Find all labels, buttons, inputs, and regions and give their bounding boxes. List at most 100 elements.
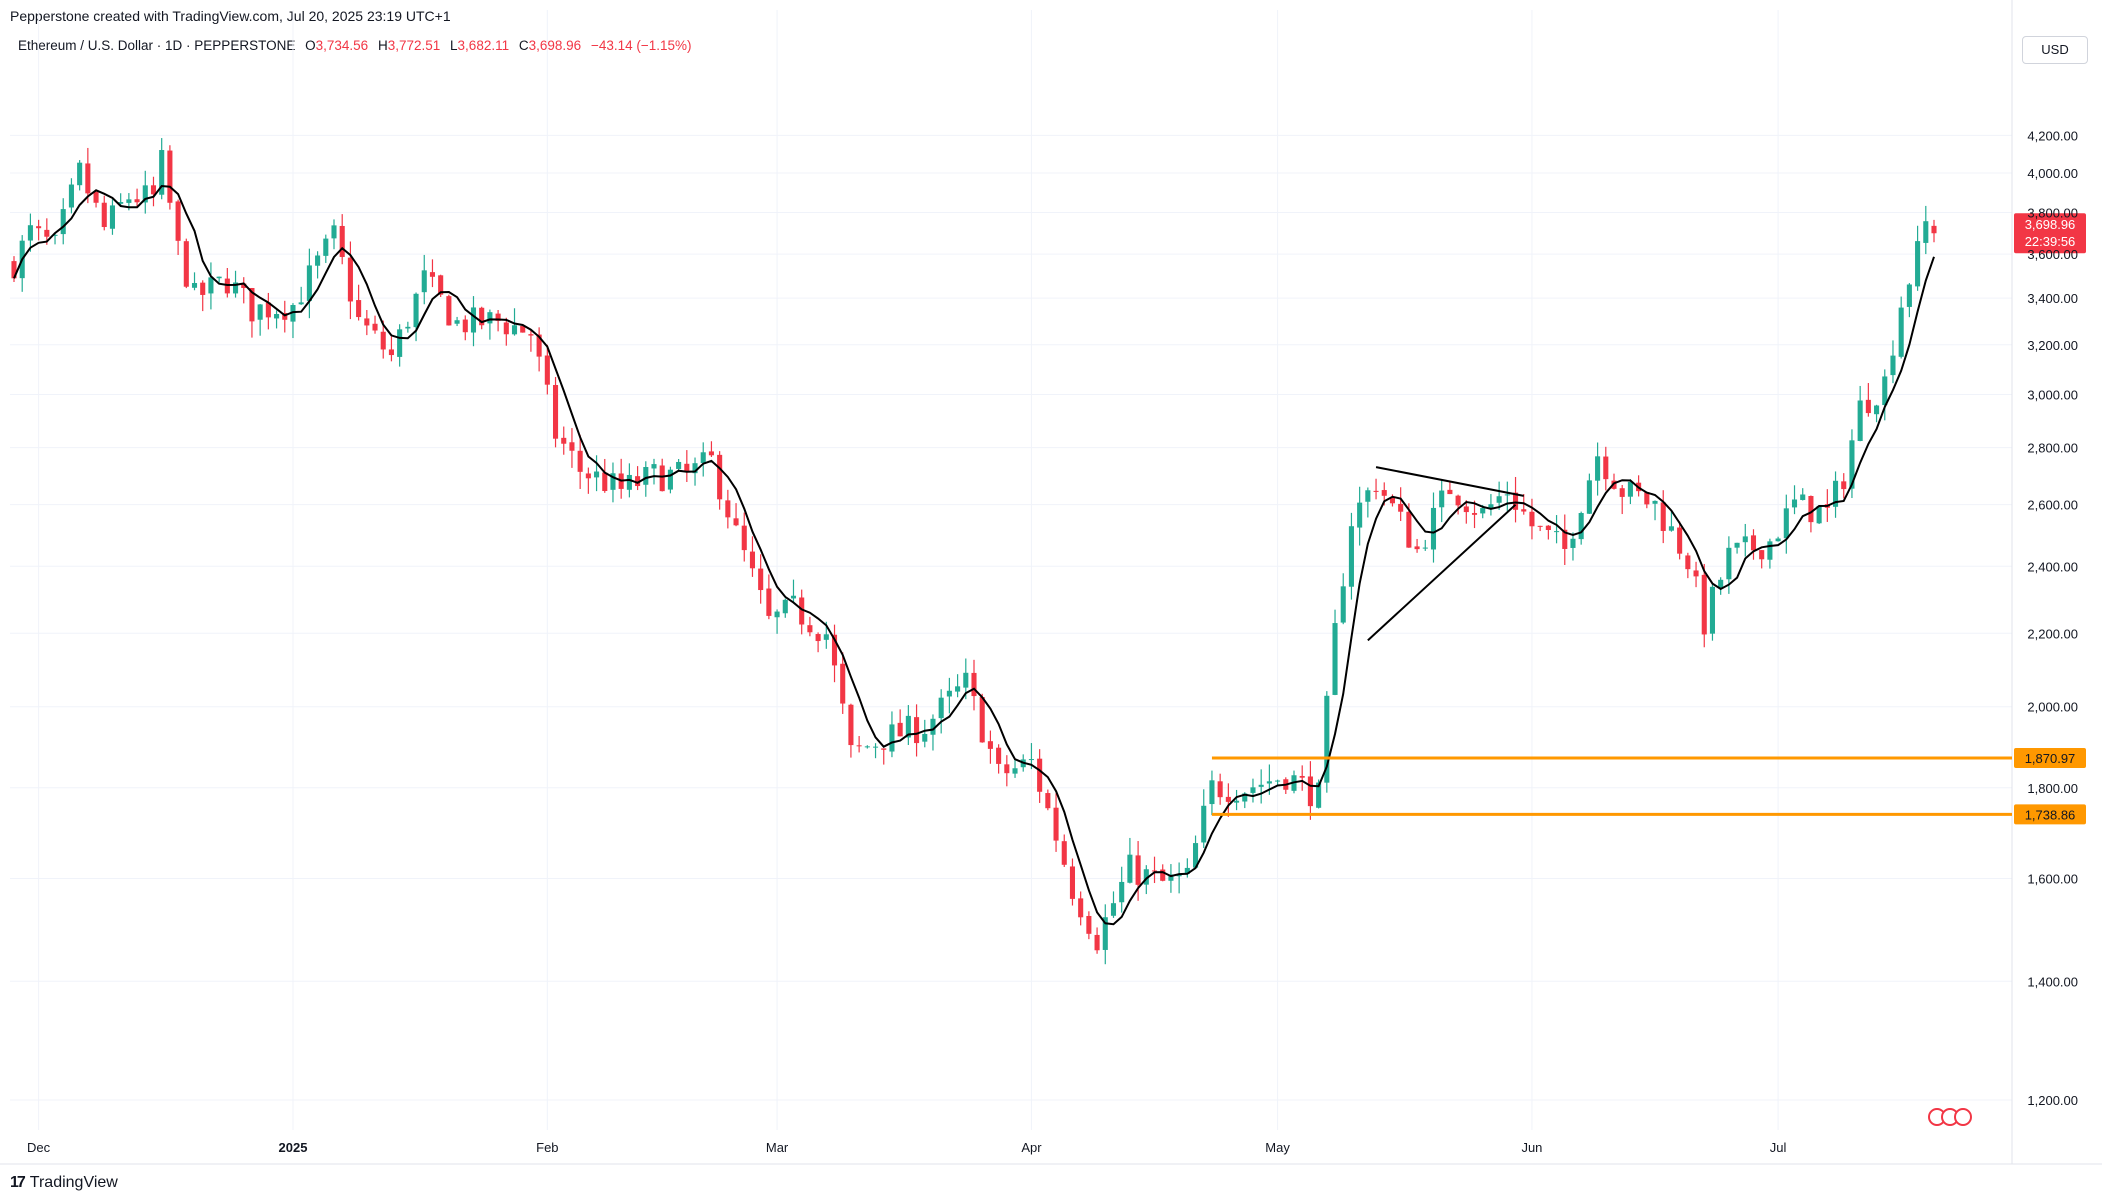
candle-body — [684, 463, 690, 472]
symbol-legend: Ethereum / U.S. Dollar · 1D · PEPPERSTON… — [18, 38, 692, 53]
candle-body — [134, 199, 140, 203]
candle-body — [676, 461, 682, 469]
y-tick-label: 1,400.00 — [2027, 974, 2078, 989]
candle-body — [142, 185, 148, 203]
candle-body — [1488, 504, 1494, 509]
horizontal-levels: 1,870.97 1,738.86 3,698.96 22:39:56 — [1211, 213, 2086, 825]
candle-body — [1373, 490, 1379, 492]
candle-body — [1176, 874, 1182, 877]
candle-body — [552, 385, 559, 439]
candle-body — [790, 595, 797, 599]
candle-body — [1586, 480, 1592, 514]
candle-body — [495, 313, 501, 321]
candle-body — [1800, 494, 1806, 500]
candle-body — [602, 472, 608, 491]
candle-body — [331, 225, 337, 239]
candle-body — [807, 625, 813, 633]
candle-body — [109, 205, 116, 229]
candle-body — [946, 690, 952, 697]
event-icon[interactable] — [1954, 1108, 1972, 1126]
candle-body — [101, 202, 107, 228]
candle-body — [1775, 538, 1781, 542]
candle-body — [470, 307, 477, 333]
tradingview-brand[interactable]: 17 TradingView — [10, 1174, 118, 1192]
x-tick-label: Mar — [766, 1140, 789, 1155]
event-markers[interactable] — [1928, 1108, 1972, 1126]
candle-body — [971, 672, 977, 697]
candle-body — [1389, 497, 1396, 504]
candle-body — [200, 282, 206, 295]
high-label: H — [377, 38, 388, 53]
candle-body — [1471, 513, 1478, 515]
candle-body — [1603, 456, 1609, 480]
candle-body — [987, 741, 993, 749]
candle-body — [1504, 494, 1510, 496]
y-tick-label: 3,600.00 — [2027, 247, 2078, 262]
y-tick-label: 2,800.00 — [2027, 441, 2078, 456]
candle-body — [1340, 586, 1346, 623]
candle-body — [1037, 758, 1043, 792]
candle-body — [774, 611, 780, 618]
candle-body — [1857, 400, 1863, 441]
candle-body — [1447, 489, 1453, 495]
candle-body — [77, 162, 83, 186]
candle-body — [1701, 574, 1707, 635]
candle-body — [955, 686, 961, 692]
candle-body — [881, 748, 887, 750]
candle-body — [1660, 502, 1666, 531]
candle-body — [1750, 535, 1757, 551]
candle-body — [380, 331, 386, 350]
candle-body — [372, 323, 378, 331]
y-tick-label: 2,200.00 — [2027, 626, 2078, 641]
candle-body — [241, 283, 247, 288]
candle-body — [708, 451, 714, 456]
candle-body — [1480, 508, 1486, 514]
candle-body — [725, 500, 731, 518]
candle-body — [1734, 542, 1740, 548]
candle-body — [1619, 488, 1625, 497]
high-value: 3,772.51 — [387, 38, 441, 53]
candle-body — [905, 715, 911, 738]
candle-body — [1028, 759, 1034, 761]
candle-body — [323, 238, 329, 256]
candle-body — [1381, 490, 1387, 496]
candle-body — [1053, 807, 1059, 841]
countdown-label: 22:39:56 — [2025, 234, 2076, 249]
candle-body — [1562, 529, 1568, 549]
candle-body — [1275, 780, 1281, 782]
currency-button[interactable]: USD — [2022, 36, 2088, 64]
candle-body — [1595, 456, 1601, 481]
x-tick-label: May — [1265, 1140, 1290, 1155]
candle-body — [749, 551, 756, 569]
y-tick-label: 3,800.00 — [2027, 205, 2078, 220]
candle-body — [1357, 502, 1363, 528]
candle-body — [175, 201, 181, 241]
y-tick-label: 1,200.00 — [2027, 1093, 2078, 1108]
y-tick-label: 1,800.00 — [2027, 781, 2078, 796]
level-price-tag — [2014, 804, 2086, 825]
candle-body — [1110, 903, 1117, 916]
price-axis[interactable]: 1,200.00 1,400.00 1,600.00 1,800.00 2,000.00… — [2027, 128, 2078, 1108]
candle-body — [1348, 526, 1354, 587]
time-axis[interactable]: Dec 2025 Feb Mar Apr May Jun Jul — [27, 1140, 1786, 1155]
candle-body — [1767, 541, 1773, 560]
candle-body — [1742, 536, 1748, 543]
candle-body — [1266, 781, 1272, 784]
candle-body — [1537, 525, 1543, 527]
chart-caption: Pepperstone created with TradingView.com… — [10, 8, 451, 24]
candle-body — [848, 704, 854, 746]
candle-body — [1143, 869, 1149, 885]
level-price-tag — [2014, 748, 2086, 769]
candle-body — [659, 465, 665, 492]
symbol-name[interactable]: Ethereum / U.S. Dollar · 1D · PEPPERSTON… — [18, 38, 296, 53]
x-tick-label: Jun — [1521, 1140, 1542, 1155]
candle-body — [996, 747, 1002, 764]
candle-body — [1332, 623, 1338, 695]
y-tick-label: 1,600.00 — [2027, 871, 2078, 886]
candle-body — [1242, 793, 1248, 802]
candle-body — [1324, 695, 1330, 783]
candle-body — [856, 745, 862, 747]
open-value: 3,734.56 — [315, 38, 369, 53]
candle-body — [864, 746, 870, 748]
